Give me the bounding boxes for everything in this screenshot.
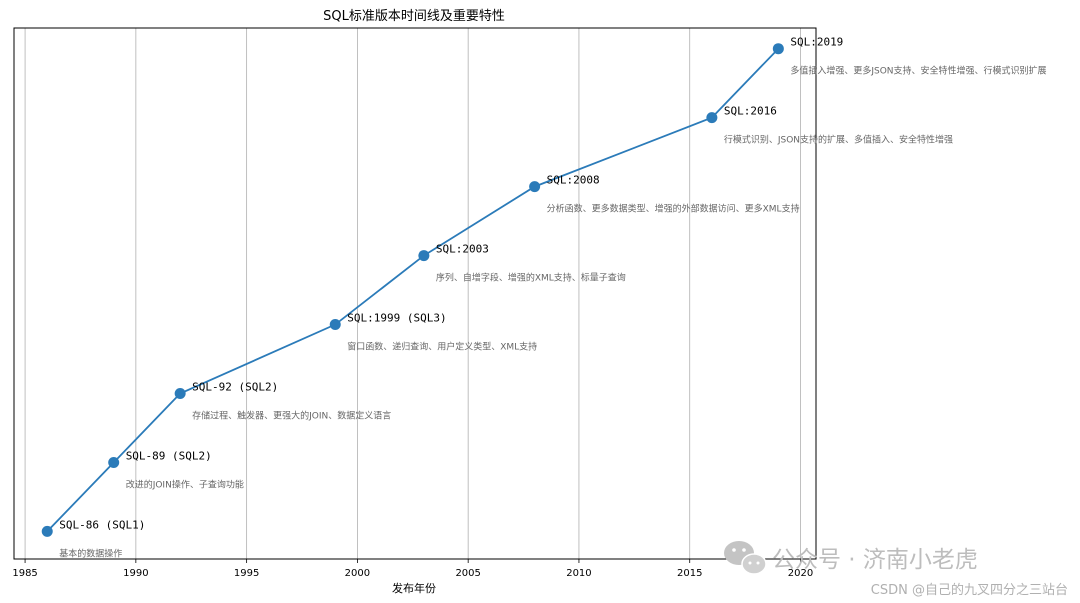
data-point	[772, 43, 784, 55]
version-label: SQL:2019	[790, 36, 843, 49]
feature-label: 基本的数据操作	[59, 547, 122, 559]
watermark: 公众号 · 济南小老虎 CSDN @自己的九叉四分之三站台	[724, 541, 1068, 598]
version-label: SQL:1999 (SQL3)	[347, 312, 446, 325]
data-point	[418, 250, 430, 262]
watermark-sub: CSDN @自己的九叉四分之三站台	[871, 582, 1068, 598]
grid-lines	[24, 28, 801, 559]
x-tick-label: 2020	[788, 568, 813, 579]
data-point	[108, 456, 120, 468]
data-point	[706, 112, 718, 124]
x-tick-label: 2010	[566, 568, 591, 579]
series-line	[46, 48, 779, 533]
wechat-icon	[724, 541, 767, 575]
version-label: SQL-89 (SQL2)	[126, 449, 212, 462]
watermark-main: 公众号 · 济南小老虎	[772, 547, 978, 573]
data-point	[329, 319, 341, 331]
plot-frame	[13, 27, 817, 560]
data-point	[174, 387, 186, 399]
x-tick-label: 1990	[123, 568, 148, 579]
feature-label: 多值插入增强、更多JSON支持、安全特性增强、行模式识别扩展	[790, 65, 1046, 77]
feature-label: 改进的JOIN操作、子查询功能	[126, 478, 244, 490]
version-label: SQL-86 (SQL1)	[59, 518, 145, 531]
x-axis-ticks: 1985 1990 1995 2000 2005 2010 2015 2020	[12, 559, 813, 579]
feature-label: 序列、自增字段、增强的XML支持、标量子查询	[436, 272, 626, 284]
x-tick-label: 2000	[345, 568, 370, 579]
x-tick-label: 2015	[677, 568, 702, 579]
series-timeline	[41, 43, 784, 537]
data-point	[529, 181, 541, 193]
feature-label: 存储过程、触发器、更强大的JOIN、数据定义语言	[192, 409, 391, 421]
chart-title: SQL标准版本时间线及重要特性	[323, 8, 505, 24]
point-labels: SQL-86 (SQL1) 基本的数据操作 SQL-89 (SQL2) 改进的JOIN…	[59, 36, 1046, 560]
x-tick-label: 1985	[12, 568, 37, 579]
x-tick-label: 1995	[234, 568, 259, 579]
version-label: SQL:2003	[436, 243, 489, 256]
feature-label: 行模式识别、JSON支持的扩展、多值插入、安全特性增强	[724, 134, 953, 146]
version-label: SQL-92 (SQL2)	[192, 380, 278, 393]
x-tick-label: 2005	[455, 568, 480, 579]
feature-label: 分析函数、更多数据类型、增强的外部数据访问、更多XML支持	[547, 203, 800, 215]
data-point	[41, 525, 53, 537]
feature-label: 窗口函数、递归查询、用户定义类型、XML支持	[347, 341, 537, 353]
version-label: SQL:2016	[724, 105, 777, 118]
version-label: SQL:2008	[547, 174, 600, 187]
x-axis-label: 发布年份	[392, 581, 436, 595]
